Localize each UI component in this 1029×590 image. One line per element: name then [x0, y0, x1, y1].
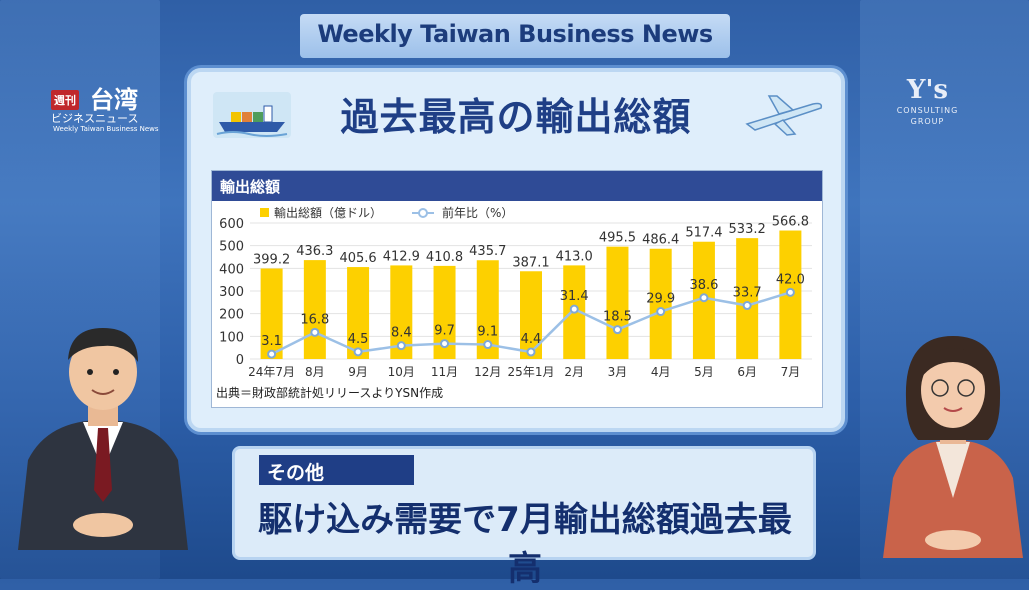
legend-line-label: 前年比（%） — [442, 205, 513, 220]
x-tick-label: 7月 — [781, 365, 801, 379]
export-chart: 輸出総額 0 100 200 300 400 500 600 輸出総額（億ドル） 前年比（%） 3… — [211, 170, 823, 408]
yoy-point — [483, 340, 493, 350]
bar — [390, 265, 413, 359]
female-anchor-illustration — [883, 336, 1023, 558]
bar — [649, 248, 672, 359]
bar — [520, 271, 542, 359]
x-tick-label: 4月 — [651, 365, 671, 379]
y-tick-label: 100 — [219, 330, 244, 345]
x-tick-label: 10月 — [388, 365, 415, 379]
airplane-icon — [745, 95, 823, 136]
yoy-value-label: 42.0 — [776, 272, 805, 287]
bar-value-label: 413.0 — [556, 249, 593, 264]
news-board: 過去最高の輸出総額 輸出総額 0 100 200 300 400 500 600 輸出総額（億… — [187, 68, 845, 432]
y-tick-label: 200 — [219, 308, 244, 323]
chart-source: 出典＝財政部統計処リリースよりYSN作成 — [216, 386, 444, 400]
yoy-point — [742, 301, 752, 311]
yoy-point — [440, 339, 450, 349]
legend-bar-swatch — [260, 208, 269, 217]
logo-badge: 週刊 — [51, 90, 79, 110]
male-anchor-illustration — [18, 328, 188, 550]
ship-icon — [213, 92, 291, 138]
bar-value-label: 436.3 — [296, 244, 333, 259]
bar — [260, 268, 283, 359]
y-tick-label: 500 — [219, 240, 244, 255]
bar — [606, 246, 629, 359]
yoy-point — [785, 287, 795, 297]
yoy-value-label: 8.4 — [391, 326, 412, 341]
bar — [347, 267, 370, 359]
x-tick-label: 11月 — [431, 365, 458, 379]
bar-value-label: 410.8 — [426, 250, 463, 265]
yoy-point — [310, 327, 320, 337]
y-tick-label: 300 — [219, 285, 244, 300]
yoy-value-label: 38.6 — [689, 278, 718, 293]
bar — [433, 265, 456, 359]
x-tick-label: 12月 — [474, 365, 501, 379]
yoy-value-label: 9.7 — [434, 324, 455, 339]
bar — [303, 260, 326, 359]
yoy-point — [569, 304, 579, 314]
x-tick-label: 24年7月 — [248, 365, 295, 379]
yoy-value-label: 4.5 — [348, 332, 369, 347]
y-tick-label: 0 — [236, 353, 244, 368]
program-title: Weekly Taiwan Business News — [317, 20, 713, 48]
ys-consulting-logo: Y's CONSULTING GROUP — [885, 75, 970, 145]
bar-value-label: 387.1 — [512, 255, 549, 270]
yoy-value-label: 18.5 — [603, 310, 632, 325]
logo-subtitle: ビジネスニュース — [51, 112, 139, 125]
yoy-point — [699, 293, 709, 303]
chart-title: 輸出総額 — [220, 178, 281, 196]
bar-value-label: 566.8 — [772, 215, 809, 230]
logo-text-line2: GROUP — [910, 117, 945, 126]
yoy-point — [267, 349, 277, 359]
bar — [476, 260, 499, 359]
headline: 過去最高の輸出総額 — [340, 95, 692, 139]
chart-header: 輸出総額 — [212, 171, 822, 201]
x-tick-label: 6月 — [737, 365, 757, 379]
yoy-point — [353, 347, 363, 357]
x-tick-label: 8月 — [305, 365, 325, 379]
yoy-value-label: 33.7 — [733, 286, 762, 301]
x-tick-label: 9月 — [348, 365, 368, 379]
caption-text: 駆け込み需要で7月輸出総額過去最高 — [258, 500, 792, 589]
bar-value-label: 533.2 — [729, 222, 766, 237]
bar-value-label: 435.7 — [469, 244, 506, 259]
yoy-value-label: 4.4 — [521, 332, 542, 347]
yoy-value-label: 31.4 — [560, 289, 589, 304]
top-banner: Weekly Taiwan Business News — [300, 14, 730, 58]
caption-category: その他 — [267, 462, 325, 484]
y-tick-label: 400 — [219, 262, 244, 277]
logo-subtitle-en: Weekly Taiwan Business News — [53, 125, 159, 133]
ys-logo-mark: Y's — [906, 75, 949, 105]
yoy-point — [396, 341, 406, 351]
bar — [736, 238, 759, 359]
caption-category-tag: その他 — [259, 455, 414, 485]
bar-value-label: 405.6 — [339, 251, 376, 266]
bar-value-label: 399.2 — [253, 253, 290, 268]
chart-plot: 0 100 200 300 400 500 600 輸出総額（億ドル） 前年比（%） 399.2 2… — [219, 205, 812, 379]
bar-value-label: 495.5 — [599, 231, 636, 246]
yoy-point — [656, 307, 666, 317]
legend-line-marker — [418, 208, 428, 218]
x-tick-label: 25年1月 — [508, 365, 555, 379]
yoy-point — [612, 325, 622, 335]
caption-box: その他 駆け込み需要で7月輸出総額過去最高 — [232, 446, 816, 589]
bar-value-label: 412.9 — [383, 249, 420, 264]
x-tick-label: 5月 — [694, 365, 714, 379]
taiwan-business-news-logo: 週刊 台湾 ビジネスニュース Weekly Taiwan Business Ne… — [48, 80, 163, 140]
legend-bar-label: 輸出総額（億ドル） — [274, 205, 382, 220]
yoy-value-label: 3.1 — [261, 334, 282, 349]
x-tick-label: 3月 — [608, 365, 628, 379]
x-tick-label: 2月 — [564, 365, 584, 379]
yoy-value-label: 16.8 — [300, 312, 329, 327]
logo-name: 台湾 — [90, 85, 138, 114]
bar-value-label: 517.4 — [685, 226, 722, 241]
bar-value-label: 486.4 — [642, 233, 679, 248]
yoy-value-label: 29.9 — [646, 292, 675, 307]
logo-text-line1: CONSULTING — [896, 106, 959, 115]
y-tick-label: 600 — [219, 217, 244, 232]
yoy-value-label: 9.1 — [477, 325, 498, 340]
yoy-point — [526, 347, 536, 357]
